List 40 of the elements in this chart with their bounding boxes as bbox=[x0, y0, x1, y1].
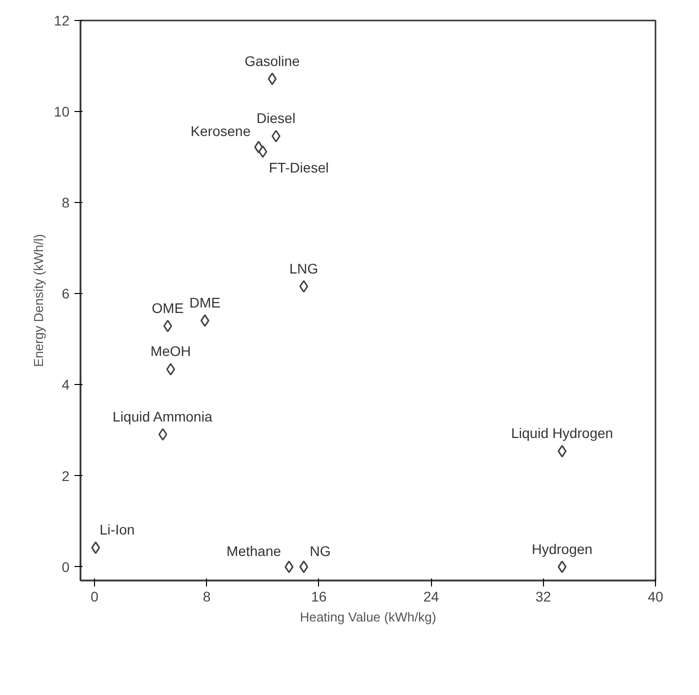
annotation: Diesel bbox=[256, 110, 296, 126]
point bbox=[166, 363, 176, 376]
annotation: MeOH bbox=[150, 343, 191, 360]
annotation: DME bbox=[189, 294, 220, 311]
point bbox=[258, 145, 268, 158]
y-tick-label: 4 bbox=[62, 376, 70, 393]
point bbox=[200, 314, 210, 327]
x-tick-label: 40 bbox=[648, 588, 664, 604]
annotation: Liquid Hydrogen bbox=[511, 425, 614, 442]
x-tick-label: 16 bbox=[311, 588, 327, 604]
annotation: Liquid Ammonia bbox=[112, 408, 212, 424]
point bbox=[163, 320, 172, 332]
point bbox=[558, 444, 567, 458]
x-tick-label: 0 bbox=[90, 588, 99, 604]
point bbox=[299, 280, 308, 293]
x-axis-title: Heating Value (kWh/kg) bbox=[300, 610, 436, 624]
point bbox=[268, 72, 277, 86]
y-axis-title: Energy Density (kWh/l) bbox=[30, 234, 46, 367]
annotation: LNG bbox=[289, 260, 318, 276]
x-tick-label: 8 bbox=[202, 588, 211, 604]
y-tick-label: 0 bbox=[62, 558, 70, 575]
annotation: Li-Ion bbox=[100, 522, 135, 538]
y-tick-label: 6 bbox=[62, 286, 70, 302]
y-tick-label: 10 bbox=[54, 104, 70, 120]
y-tick-label: 12 bbox=[54, 12, 70, 28]
annotation: Gasoline bbox=[244, 52, 300, 69]
annotation: NG bbox=[310, 542, 331, 559]
annotation: OME bbox=[152, 300, 184, 316]
annotation: Methane bbox=[226, 542, 282, 559]
x-tick-label: 32 bbox=[536, 588, 552, 604]
point bbox=[299, 560, 308, 574]
x-tick-label: 24 bbox=[423, 588, 440, 604]
point bbox=[558, 560, 567, 574]
y-tick-label: 2 bbox=[62, 468, 70, 484]
point bbox=[91, 541, 100, 554]
annotation: Hydrogen bbox=[532, 540, 592, 557]
y-tick-label: 8 bbox=[62, 194, 70, 211]
annotation: Kerosene bbox=[190, 123, 251, 140]
annotation: FT-Diesel bbox=[268, 160, 329, 176]
point bbox=[158, 428, 168, 441]
